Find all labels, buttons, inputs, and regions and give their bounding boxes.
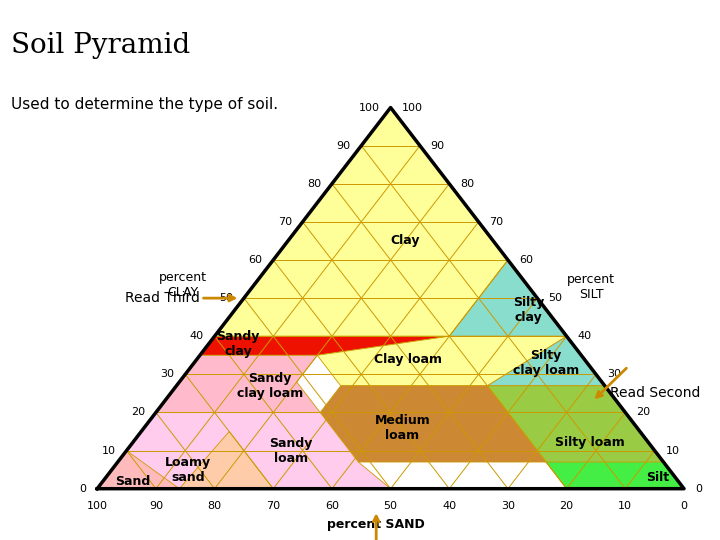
Text: percent
CLAY: percent CLAY — [158, 271, 207, 299]
Text: 80: 80 — [207, 501, 222, 511]
Text: 70: 70 — [278, 217, 292, 227]
Text: 0: 0 — [79, 484, 86, 494]
Text: 90: 90 — [431, 141, 445, 151]
Text: Sand: Sand — [114, 475, 150, 488]
Text: 20: 20 — [636, 408, 650, 417]
Text: 60: 60 — [248, 255, 262, 265]
Text: 50: 50 — [219, 293, 233, 303]
Text: 80: 80 — [307, 179, 321, 189]
Text: 70: 70 — [490, 217, 503, 227]
Text: 0: 0 — [695, 484, 702, 494]
Polygon shape — [318, 336, 567, 386]
Text: Medium
loam: Medium loam — [374, 414, 431, 442]
Text: Read Third: Read Third — [125, 291, 200, 305]
Text: Sandy
clay: Sandy clay — [216, 330, 260, 358]
Text: Sandy
loam: Sandy loam — [269, 436, 312, 464]
Text: 10: 10 — [102, 446, 116, 456]
Polygon shape — [487, 336, 605, 386]
Text: 100: 100 — [402, 103, 423, 112]
Text: 60: 60 — [518, 255, 533, 265]
Text: 0: 0 — [680, 501, 688, 511]
Text: 30: 30 — [161, 369, 174, 380]
Text: 10: 10 — [618, 501, 632, 511]
Polygon shape — [215, 107, 508, 336]
Text: 100: 100 — [359, 103, 380, 112]
Polygon shape — [97, 413, 390, 489]
Text: percent
SILT: percent SILT — [567, 273, 616, 301]
Text: 30: 30 — [607, 369, 621, 380]
Text: 100: 100 — [86, 501, 108, 511]
Polygon shape — [546, 462, 684, 489]
Text: 20: 20 — [559, 501, 574, 511]
Text: Clay: Clay — [390, 234, 420, 247]
Text: 60: 60 — [325, 501, 339, 511]
Text: Silty
clay: Silty clay — [513, 295, 544, 323]
Polygon shape — [156, 355, 320, 413]
Text: Silt: Silt — [646, 471, 669, 484]
Text: Read Second: Read Second — [611, 386, 701, 400]
Text: 80: 80 — [460, 179, 474, 189]
Text: 50: 50 — [548, 293, 562, 303]
Text: 40: 40 — [442, 501, 456, 511]
Polygon shape — [97, 431, 273, 489]
Text: 70: 70 — [266, 501, 280, 511]
Text: Read First: Read First — [342, 516, 410, 540]
Text: Silty loam: Silty loam — [555, 436, 625, 449]
Text: Sandy
clay loam: Sandy clay loam — [237, 372, 303, 400]
Polygon shape — [487, 386, 684, 489]
Text: Clay loam: Clay loam — [374, 353, 442, 366]
Polygon shape — [320, 386, 546, 462]
Text: 30: 30 — [501, 501, 515, 511]
Text: percent SAND: percent SAND — [328, 518, 425, 531]
Text: 10: 10 — [665, 446, 680, 456]
Polygon shape — [449, 260, 567, 336]
Text: 90: 90 — [149, 501, 163, 511]
Text: 40: 40 — [189, 331, 204, 341]
Text: 90: 90 — [336, 141, 351, 151]
Polygon shape — [200, 336, 449, 355]
Text: Soil Pyramid: Soil Pyramid — [11, 32, 190, 59]
Text: Used to determine the type of soil.: Used to determine the type of soil. — [11, 97, 278, 112]
Polygon shape — [97, 450, 179, 489]
Text: 20: 20 — [131, 408, 145, 417]
Text: Loamy
sand: Loamy sand — [165, 456, 211, 484]
Text: 50: 50 — [384, 501, 397, 511]
Text: Silty
clay loam: Silty clay loam — [513, 349, 579, 377]
Text: 40: 40 — [577, 331, 592, 341]
